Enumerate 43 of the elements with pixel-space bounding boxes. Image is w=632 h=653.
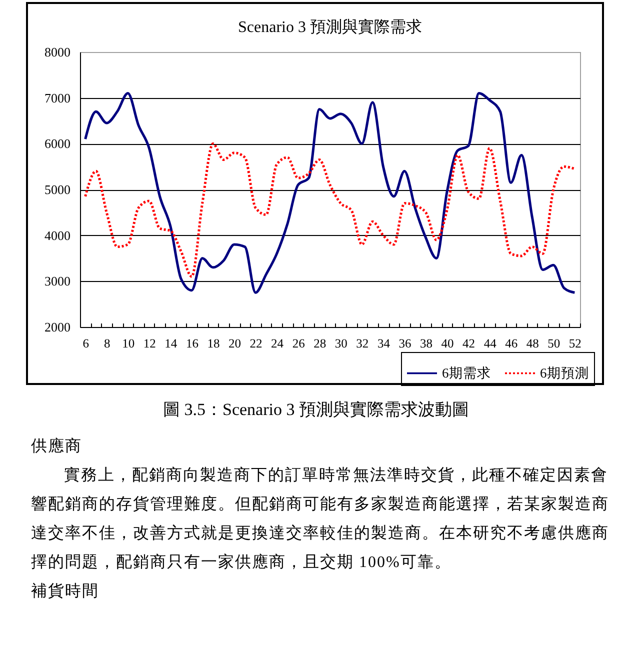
x-tick-label: 32 [356,336,369,350]
x-tick-label: 40 [441,336,454,350]
x-tick-label: 14 [164,336,178,350]
x-tick-label: 6 [82,336,89,350]
x-tick-label: 34 [377,336,391,350]
x-tick-label: 12 [143,336,156,350]
text: 補貨時間 [31,582,99,602]
x-tick-label: 52 [568,336,582,350]
legend-label: 6期需求 [442,365,491,380]
line-series [84,92,576,294]
x-tick-label: 50 [548,336,560,350]
x-tick-label: 22 [250,336,262,350]
x-tick-label: 28 [314,336,326,350]
x-tick-label: 38 [420,336,432,350]
text: 供應商 [31,436,82,457]
x-tick-label: 42 [462,336,476,350]
x-tick-label: 46 [505,336,518,350]
x-tick-label: 18 [207,336,220,350]
x-tick-label: 16 [186,336,198,350]
y-tick-label: 5000 [44,182,70,197]
text: 實務上，配銷商向製造商下的訂單時常無法準時交貨，此種不確定因素會 [64,466,608,486]
y-tick-label: 7000 [44,90,70,106]
legend-label: 6期預測 [540,365,589,380]
x-tick-label: 30 [334,336,348,350]
x-tick-label: 48 [526,336,539,350]
text: 達交率不佳，改善方式就是更換達交率較佳的製造商。在本研究不考慮供應商 [31,523,609,544]
y-tick-label: 6000 [44,136,70,152]
x-tick-label: 10 [122,336,135,350]
x-tick-label: 44 [484,336,498,350]
x-tick-label: 24 [271,336,284,350]
x-tick-label: 20 [228,336,242,350]
y-tick-label: 3000 [44,274,70,289]
text: 響配銷商的存貨管理難度。但配銷商可能有多家製造商能選擇，若某家製造商 [31,494,609,515]
y-tick-label: 4000 [44,228,70,243]
text: 擇的問題，配銷商只有一家供應商，且交期 100%可靠。 [31,552,452,573]
caption: 圖 3.5：Scenario 3 預測與實際需求波動圖 [163,399,469,421]
x-tick-label: 8 [104,336,110,350]
chart-title: Scenario 3 預測與實際需求 [238,18,422,36]
y-tick-label: 8000 [44,44,70,60]
y-tick-label: 2000 [44,320,70,334]
x-tick-label: 26 [292,336,305,350]
line-series [84,142,576,278]
x-tick-label: 36 [398,336,412,350]
